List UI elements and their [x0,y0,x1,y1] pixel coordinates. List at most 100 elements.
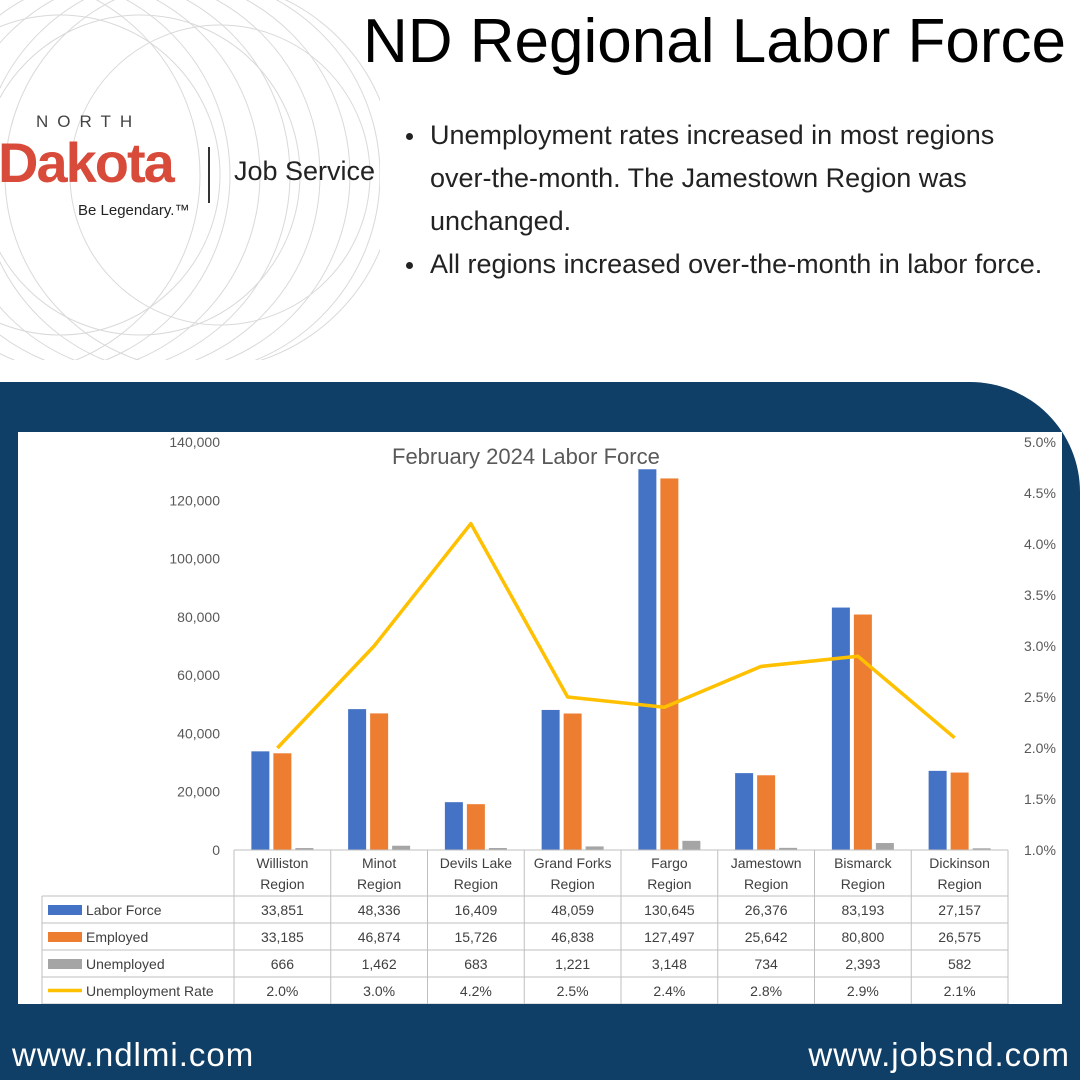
legend-key-box [48,959,82,969]
bar-employed [563,713,582,850]
table-cell-value: 2.5% [557,983,589,999]
category-label: Bismarck [834,855,893,871]
table-cell-value: 26,376 [745,902,788,918]
category-label: Region [260,876,304,892]
y-left-tick-label: 80,000 [177,609,220,625]
logo-north-text: NORTH [36,112,142,131]
y-right-tick-label: 2.0% [1024,740,1056,756]
y-right-tick-label: 3.0% [1024,638,1056,654]
y-left-tick-label: 120,000 [169,492,220,508]
y-left-tick-label: 0 [212,842,220,858]
unemployment-rate-line [276,521,956,750]
y-right-tick-label: 1.5% [1024,791,1056,807]
bar-unemployed [295,848,314,850]
logo-job-service-text: Job Service [234,156,376,186]
legend-key-box [48,932,82,942]
bar-labor-force [541,709,560,850]
table-cell-value: 15,726 [454,929,497,945]
table-cell-value: 130,645 [644,902,695,918]
table-cell-value: 27,157 [938,902,981,918]
y-right-tick-label: 2.5% [1024,689,1056,705]
bar-labor-force [444,802,463,850]
page-title: ND Regional Labor Force [362,7,1066,76]
y-right-tick-label: 1.0% [1024,842,1056,858]
table-cell-value: 46,838 [551,929,594,945]
bar-unemployed [875,843,894,850]
table-cell-value: 683 [464,956,488,972]
table-cell-value: 46,874 [358,929,401,945]
chart-container: February 2024 Labor Force 0 20,000 40,000 60… [18,432,1062,1004]
bullet-item: Unemployment rates increased in most reg… [404,114,1044,243]
logo-dakota-text: Dakota [0,131,175,194]
table-cell-value: 2.1% [944,983,976,999]
table-cell-value: 26,575 [938,929,981,945]
table-cell-value: 2.4% [653,983,685,999]
table-cell-value: 734 [754,956,778,972]
table-cell-value: 2.0% [266,983,298,999]
y-left-tick-label: 60,000 [177,667,220,683]
table-cell-value: 33,851 [261,902,304,918]
bar-employed [466,804,485,850]
footer-jobsnd-link[interactable]: www.jobsnd.com [808,1036,1070,1073]
background-circles [0,0,380,360]
bar-employed [853,614,872,850]
y-left-tick-label: 100,000 [169,551,220,567]
labor-force-chart: February 2024 Labor Force 0 20,000 40,000 60… [41,434,1056,1004]
category-label: Williston [256,855,308,871]
table-cell-value: 666 [271,956,295,972]
category-label: Region [647,876,691,892]
bar-unemployed [585,846,604,850]
legend-key-box [48,905,82,915]
category-label: Region [454,876,498,892]
category-label: Region [357,876,401,892]
table-cell-value: 2.9% [847,983,879,999]
legend-series-name: Unemployed [86,956,165,972]
category-label: Grand Forks [534,855,612,871]
bar-labor-force [251,751,270,850]
bullet-item: All regions increased over-the-month in … [404,243,1044,286]
chart-title: February 2024 Labor Force [392,444,660,469]
y-left-tick-label: 140,000 [169,434,220,450]
bar-employed [757,775,776,850]
y-right-tick-label: 3.5% [1024,587,1056,603]
y-left-tick-label: 20,000 [177,784,220,800]
bar-labor-force [638,469,657,850]
category-label: Fargo [651,855,688,871]
bar-employed [273,753,292,850]
y-right-tick-label: 4.5% [1024,485,1056,501]
category-label: Minot [362,855,396,871]
bar-unemployed [392,845,411,850]
bar-labor-force [735,773,754,850]
legend-series-name: Unemployment Rate [86,983,214,999]
y-right-tick-label: 5.0% [1024,434,1056,450]
bar-unemployed [488,848,507,850]
table-cell-value: 1,462 [362,956,397,972]
table-cell-value: 33,185 [261,929,304,945]
legend-series-name: Employed [86,929,148,945]
table-cell-value: 25,642 [745,929,788,945]
table-cell-value: 3.0% [363,983,395,999]
table-cell-value: 48,059 [551,902,594,918]
category-label: Region [841,876,885,892]
summary-bullets: Unemployment rates increased in most reg… [404,114,1044,286]
category-label: Jamestown [731,855,802,871]
category-label: Region [937,876,981,892]
table-cell-value: 83,193 [841,902,884,918]
category-label: Devils Lake [440,855,513,871]
table-cell-value: 582 [948,956,972,972]
legend-series-name: Labor Force [86,902,162,918]
category-label: Region [744,876,788,892]
bar-labor-force [831,607,850,850]
table-cell-value: 16,409 [454,902,497,918]
logo-divider [208,147,210,203]
logo-tagline: Be Legendary.™ [78,202,190,219]
bar-unemployed [682,840,701,850]
bar-employed [950,772,969,850]
y-left-tick-label: 40,000 [177,725,220,741]
bar-employed [370,713,389,850]
footer-ndlmi-link[interactable]: www.ndlmi.com [12,1036,255,1073]
table-cell-value: 4.2% [460,983,492,999]
category-label: Dickinson [929,855,990,871]
bar-labor-force [928,770,947,850]
category-label: Region [550,876,594,892]
